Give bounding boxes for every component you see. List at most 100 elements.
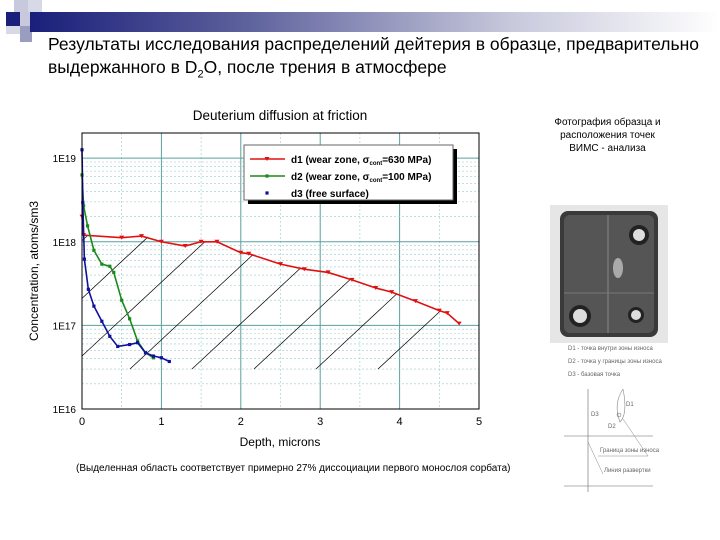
hatch-line	[315, 293, 398, 370]
x-tick-label: 1	[158, 416, 164, 428]
data-point-d2	[120, 298, 124, 302]
series-group	[79, 148, 462, 364]
data-point-d3	[100, 319, 104, 323]
data-point-d2	[100, 262, 104, 266]
decor-square	[14, 0, 28, 12]
data-point-d3	[167, 359, 171, 364]
title-text: Результаты исследования распределений де…	[48, 34, 699, 77]
decor-square	[28, 0, 42, 12]
data-point-d1	[246, 251, 252, 256]
legend-marker-d2	[265, 174, 269, 178]
data-point-d3	[159, 356, 163, 360]
data-point-d1	[444, 311, 450, 316]
data-point-d1	[436, 308, 442, 313]
data-point-d1	[373, 286, 379, 291]
decor-square	[6, 12, 20, 26]
x-tick-label: 2	[238, 416, 244, 428]
chart-title: Deuterium diffusion at friction	[193, 108, 368, 123]
data-point-d1	[238, 250, 244, 255]
data-point-d1	[139, 234, 145, 239]
series-line-d1	[81, 216, 460, 325]
data-point-d2	[128, 317, 132, 321]
data-point-d1	[412, 299, 418, 304]
x-tick-label: 5	[476, 416, 482, 428]
data-point-d1	[301, 267, 307, 272]
data-point-d3	[82, 257, 86, 261]
x-tick-label: 4	[397, 416, 403, 428]
diagram-lines	[564, 388, 653, 492]
legend: d1 (wear zone, σcont=630 MPa) d2 (wear zo…	[243, 144, 457, 204]
data-point-d2	[85, 224, 90, 228]
data-point-d3	[135, 341, 140, 345]
data-point-d3	[116, 344, 120, 349]
legend-marker-d1	[264, 157, 270, 161]
data-point-d1	[119, 235, 125, 240]
data-point-d1	[325, 270, 331, 275]
diagram-legend-item: D1 - точка внутри зоны износа	[568, 346, 653, 352]
data-point-d3	[86, 287, 90, 291]
slide-title: Результаты исследования распределений де…	[48, 33, 720, 87]
decor-square	[20, 26, 32, 42]
legend-label-d2: d2 (wear zone, σcont=100 MPa)	[291, 172, 431, 184]
data-point-d2	[135, 339, 140, 343]
diagram-label-d1: D1	[626, 402, 634, 408]
hatched-region	[81, 234, 442, 370]
footnote: (Выделенная область соответствует пример…	[76, 463, 511, 474]
y-axis-label: Concentration, atoms/sm3	[27, 201, 41, 341]
data-point-d1	[389, 290, 395, 295]
data-point-d2	[108, 264, 112, 268]
y-tick-label: 1E19	[53, 154, 77, 165]
diagram-legend-item: D2 - точка у границы зоны износа	[568, 359, 662, 365]
y-tick-label: 1E17	[53, 321, 77, 332]
data-point-d1	[198, 239, 204, 244]
data-point-d3	[143, 351, 148, 355]
hatch-line	[81, 241, 206, 357]
data-point-d1	[456, 321, 462, 326]
legend-label-d3: d3 (free surface)	[291, 189, 369, 200]
data-point-d1	[182, 244, 188, 249]
y-tick-label: 1E16	[53, 405, 77, 416]
photo-caption: Фотография образца и расположения точек …	[554, 117, 661, 154]
x-axis-label: Depth, microns	[240, 435, 321, 449]
legend-marker-d3	[265, 191, 269, 195]
data-point-d2	[92, 248, 96, 252]
title-subscript: 2	[197, 68, 204, 81]
x-tick-label: 3	[317, 416, 323, 428]
points-diagram: D1 - точка внутри зоны износа D2 - точка…	[558, 344, 708, 496]
data-point-d1	[214, 239, 220, 244]
data-point-d3	[81, 200, 85, 205]
data-point-d1	[349, 277, 355, 282]
diagram-legend-item: D3 - базовая точка	[568, 372, 621, 378]
data-point-d2	[112, 270, 116, 275]
decor-square	[6, 26, 20, 34]
hatch-line	[253, 278, 352, 370]
deuterium-chart: Deuterium diffusion at friction 0 1 2 3 4 5 1E…	[27, 108, 482, 449]
diagram-label-d3: D3	[591, 412, 599, 418]
series-line-d2	[81, 174, 154, 359]
data-point-d3	[128, 342, 132, 347]
diagram-label-scan: Линия развертки	[604, 468, 651, 474]
legend-box	[243, 144, 454, 201]
hatch-line	[129, 254, 254, 370]
diagram-label-d2: D2	[608, 424, 616, 430]
data-point-d1	[158, 239, 164, 244]
ticks: 0 1 2 3 4 5 1E16 1E17 1E18 1E19	[53, 154, 482, 428]
hatch-line	[191, 267, 302, 370]
x-tick-label: 0	[79, 416, 85, 428]
title-text-end: O, после трения в атмосфере	[203, 57, 447, 77]
data-point-d3	[151, 354, 156, 358]
header-gradient-bar	[30, 12, 720, 32]
data-point-d3	[92, 304, 96, 308]
data-point-d2	[151, 356, 156, 360]
decor-square	[20, 12, 32, 26]
y-tick-label: 1E18	[53, 238, 77, 249]
data-point-d1	[278, 262, 283, 267]
diagram-label-boundary: Граница зоны износа	[600, 448, 660, 454]
legend-label-d1: d1 (wear zone, σcont=630 MPa)	[291, 155, 431, 167]
series-line-d3	[81, 149, 170, 363]
plot-frame	[81, 132, 480, 410]
data-point-d3	[108, 334, 112, 338]
sample-photo	[550, 205, 668, 343]
hatch-line	[81, 236, 149, 299]
hatch-line	[377, 310, 442, 370]
